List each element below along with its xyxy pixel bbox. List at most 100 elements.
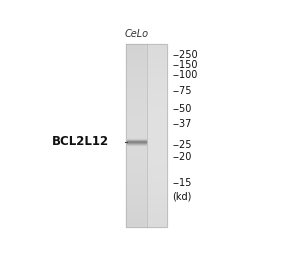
Bar bbox=[147, 83, 167, 85]
Bar bbox=[127, 51, 147, 53]
Bar bbox=[147, 154, 167, 156]
Bar bbox=[147, 103, 167, 106]
Bar bbox=[147, 133, 167, 135]
Bar bbox=[127, 87, 147, 89]
Bar bbox=[127, 106, 147, 108]
Bar bbox=[147, 67, 167, 69]
Bar bbox=[127, 112, 147, 115]
Text: --15: --15 bbox=[172, 178, 192, 188]
Bar bbox=[147, 172, 167, 174]
Bar bbox=[127, 151, 147, 154]
Bar bbox=[127, 165, 147, 167]
Text: --75: --75 bbox=[172, 86, 192, 96]
Bar bbox=[147, 158, 167, 161]
Bar bbox=[147, 222, 167, 225]
Bar bbox=[147, 197, 167, 199]
Bar bbox=[127, 222, 147, 225]
Bar bbox=[147, 131, 167, 133]
Bar bbox=[127, 141, 146, 143]
Bar bbox=[127, 71, 147, 74]
Bar bbox=[147, 183, 167, 186]
Bar bbox=[127, 192, 147, 195]
Bar bbox=[147, 96, 167, 99]
Bar bbox=[127, 174, 147, 177]
Bar bbox=[147, 188, 167, 190]
Bar bbox=[147, 181, 167, 183]
Bar bbox=[147, 74, 167, 76]
Bar bbox=[127, 183, 147, 186]
Bar bbox=[147, 138, 167, 140]
Bar bbox=[147, 110, 167, 112]
Bar bbox=[127, 67, 147, 69]
Bar bbox=[127, 154, 147, 156]
Bar bbox=[127, 78, 147, 81]
Bar bbox=[127, 139, 146, 145]
Bar bbox=[127, 60, 147, 62]
Bar bbox=[147, 140, 167, 142]
Text: --250: --250 bbox=[172, 50, 198, 60]
Bar bbox=[147, 46, 167, 49]
Bar bbox=[127, 177, 147, 179]
Bar bbox=[147, 190, 167, 192]
Bar bbox=[147, 165, 167, 167]
Bar bbox=[127, 199, 147, 202]
Bar bbox=[147, 186, 167, 188]
Bar bbox=[127, 144, 147, 147]
Bar bbox=[147, 71, 167, 74]
Bar bbox=[147, 199, 167, 202]
Bar bbox=[127, 94, 147, 96]
Bar bbox=[147, 115, 167, 117]
Text: BCL2L12: BCL2L12 bbox=[52, 135, 109, 148]
Bar bbox=[127, 147, 147, 149]
Bar bbox=[127, 55, 147, 58]
Bar bbox=[127, 64, 147, 67]
Bar bbox=[147, 135, 167, 138]
Bar bbox=[147, 156, 167, 158]
Bar bbox=[127, 211, 147, 213]
Bar bbox=[147, 179, 167, 181]
Bar bbox=[147, 94, 167, 96]
Bar bbox=[147, 151, 167, 154]
Bar bbox=[147, 147, 167, 149]
Bar bbox=[127, 197, 147, 199]
Bar bbox=[147, 225, 167, 227]
Bar bbox=[147, 174, 167, 177]
Bar bbox=[147, 101, 167, 103]
Bar bbox=[127, 108, 147, 110]
Bar bbox=[127, 96, 147, 99]
Bar bbox=[127, 179, 147, 181]
Bar bbox=[147, 202, 167, 204]
Bar bbox=[127, 129, 147, 131]
Bar bbox=[147, 58, 167, 60]
Bar bbox=[147, 129, 167, 131]
Bar bbox=[127, 190, 147, 192]
Bar bbox=[147, 112, 167, 115]
Bar bbox=[147, 49, 167, 51]
Bar bbox=[127, 103, 147, 106]
Bar bbox=[127, 213, 147, 215]
Bar bbox=[147, 142, 167, 144]
Bar bbox=[127, 74, 147, 76]
Bar bbox=[127, 140, 146, 144]
Bar bbox=[127, 149, 147, 151]
Bar bbox=[147, 124, 167, 126]
Bar bbox=[147, 108, 167, 110]
Bar bbox=[127, 53, 147, 55]
Bar bbox=[147, 87, 167, 89]
Bar bbox=[127, 161, 147, 163]
Bar bbox=[147, 89, 167, 92]
Bar bbox=[127, 135, 147, 138]
Bar bbox=[127, 188, 147, 190]
Bar bbox=[127, 218, 147, 220]
Text: --37: --37 bbox=[172, 119, 192, 129]
Bar bbox=[127, 99, 147, 101]
Bar bbox=[127, 142, 147, 144]
Bar bbox=[127, 167, 147, 170]
Bar bbox=[127, 122, 147, 124]
Bar bbox=[147, 167, 167, 170]
Bar bbox=[127, 215, 147, 218]
Bar bbox=[127, 83, 147, 85]
Bar bbox=[127, 181, 147, 183]
Bar bbox=[147, 163, 167, 165]
Bar bbox=[127, 163, 147, 165]
